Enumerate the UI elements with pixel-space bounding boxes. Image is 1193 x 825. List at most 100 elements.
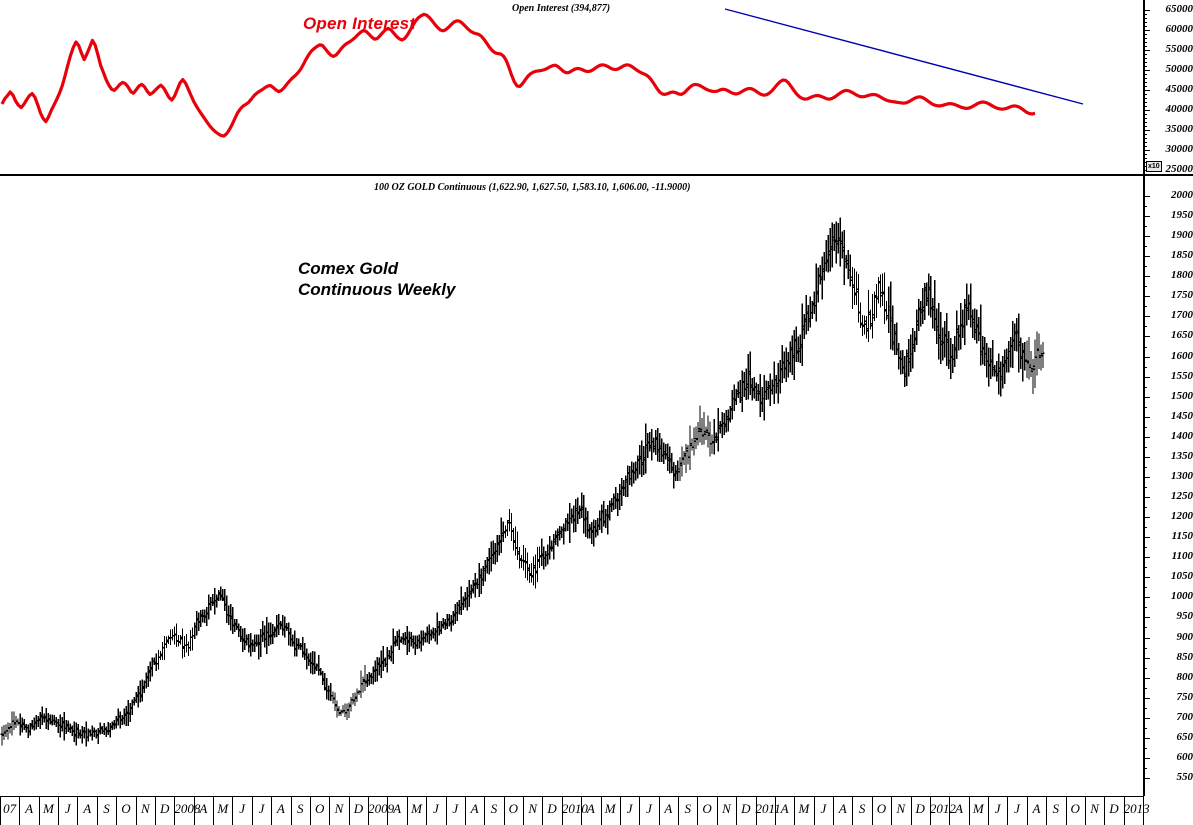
axis-tick-label: 1850 — [1171, 249, 1193, 262]
tick-mark — [1143, 18, 1147, 19]
x-axis-label: S — [490, 801, 498, 816]
axis-tick-label: 50000 — [1165, 63, 1193, 75]
axis-tick-label: 1500 — [1171, 389, 1193, 402]
x-axis-separator — [794, 796, 795, 825]
axis-tick-label: 1400 — [1171, 429, 1193, 442]
oi-axis-line — [1143, 0, 1145, 174]
x-axis-label: J — [820, 801, 827, 816]
x-axis-label: J — [994, 801, 1001, 816]
x-axis-separator — [678, 796, 679, 825]
tick-mark — [1143, 316, 1150, 318]
axis-tick-label: 1600 — [1171, 349, 1193, 362]
x-axis-separator — [155, 796, 156, 825]
tick-mark — [1143, 336, 1150, 338]
x-axis-label: D — [547, 801, 557, 816]
tick-mark — [1143, 98, 1147, 99]
tick-mark — [1143, 507, 1147, 509]
tick-mark — [1143, 386, 1147, 388]
tick-mark — [1143, 74, 1147, 75]
axis-tick-label: 1250 — [1171, 490, 1193, 503]
x-axis-separator — [1007, 796, 1008, 825]
tick-mark — [1143, 10, 1150, 11]
x-axis-label: O — [702, 801, 712, 816]
x-axis-label: A — [838, 801, 847, 816]
axis-tick-label: 60000 — [1165, 23, 1193, 35]
tick-mark — [1143, 396, 1150, 398]
axis-tick-label: 25000 — [1165, 163, 1193, 175]
tick-mark — [1143, 667, 1147, 669]
x-axis-label: 2012 — [929, 801, 956, 816]
x-axis-label: J — [258, 801, 265, 816]
axis-tick-label: 65000 — [1165, 3, 1193, 15]
x-axis-separator — [213, 796, 214, 825]
x-axis-separator — [891, 796, 892, 825]
tick-mark — [1143, 14, 1147, 15]
tick-mark — [1143, 78, 1147, 79]
x-axis-separator — [232, 796, 233, 825]
x-axis-label: 2013 — [1123, 801, 1150, 816]
axis-tick-label: 1550 — [1171, 369, 1193, 382]
price-panel — [0, 176, 1143, 796]
axis-tick-label: 1000 — [1171, 590, 1193, 603]
axis-tick-label: 1650 — [1171, 329, 1193, 342]
tick-mark — [1143, 527, 1147, 529]
x-axis-separator — [620, 796, 621, 825]
x-axis-label: M — [798, 801, 810, 816]
tick-mark — [1143, 22, 1147, 23]
tick-mark — [1143, 607, 1147, 609]
tick-mark — [1143, 118, 1147, 119]
x-axis-separator — [697, 796, 698, 825]
axis-tick-label: 1750 — [1171, 289, 1193, 302]
x-axis-label: 07 — [3, 801, 17, 816]
chart-annotation-line1: Comex Gold — [298, 259, 399, 278]
x-axis-label: N — [140, 801, 150, 816]
x-axis-label: A — [586, 801, 595, 816]
x-axis-label: S — [1052, 801, 1060, 816]
tick-mark — [1143, 737, 1150, 739]
x-axis-label: M — [604, 801, 616, 816]
axis-tick-label: 550 — [1176, 771, 1193, 783]
tick-mark — [1143, 114, 1147, 115]
tick-mark — [1143, 497, 1150, 499]
x-axis-separator — [252, 796, 253, 825]
tick-mark — [1143, 326, 1147, 328]
x-axis-label: N — [722, 801, 731, 816]
x-axis-separator — [446, 796, 447, 825]
tick-mark — [1143, 707, 1147, 709]
scale-badge: x10 — [1146, 161, 1162, 172]
x-axis-label: D — [1109, 801, 1119, 816]
tick-mark — [1143, 50, 1150, 51]
x-axis-label: A — [25, 801, 34, 816]
axis-tick-label: 750 — [1176, 690, 1193, 703]
axis-tick-label: 1700 — [1171, 309, 1193, 322]
price-readout: 100 OZ GOLD Continuous (1,622.90, 1,627.… — [374, 182, 691, 193]
tick-mark — [1143, 130, 1150, 131]
tick-mark — [1143, 54, 1147, 55]
x-axis-separator — [1124, 796, 1125, 825]
tick-mark — [1143, 677, 1150, 679]
x-axis-label: J — [432, 801, 439, 816]
tick-mark — [1143, 537, 1150, 539]
x-axis-separator — [329, 796, 330, 825]
x-axis-label: J — [646, 801, 652, 816]
x-axis-label: A — [470, 801, 479, 816]
tick-mark — [1143, 647, 1147, 649]
tick-mark — [1143, 346, 1147, 348]
x-axis-separator — [310, 796, 311, 825]
x-axis-separator — [717, 796, 718, 825]
x-axis-separator — [833, 796, 834, 825]
axis-tick-label: 1950 — [1171, 209, 1193, 222]
x-axis-separator — [97, 796, 98, 825]
tick-mark — [1143, 150, 1150, 151]
tick-mark — [1143, 216, 1150, 218]
axis-tick-label: 900 — [1176, 630, 1193, 643]
panel-divider — [0, 174, 1193, 176]
tick-mark — [1143, 102, 1147, 103]
axis-tick-label: 1450 — [1171, 409, 1193, 422]
x-axis-label: J — [1014, 801, 1020, 816]
x-axis-label: D — [915, 801, 925, 816]
tick-mark — [1143, 436, 1150, 438]
axis-tick-label: 600 — [1176, 750, 1193, 763]
x-axis-label: A — [83, 801, 92, 816]
x-axis-separator — [19, 796, 20, 825]
